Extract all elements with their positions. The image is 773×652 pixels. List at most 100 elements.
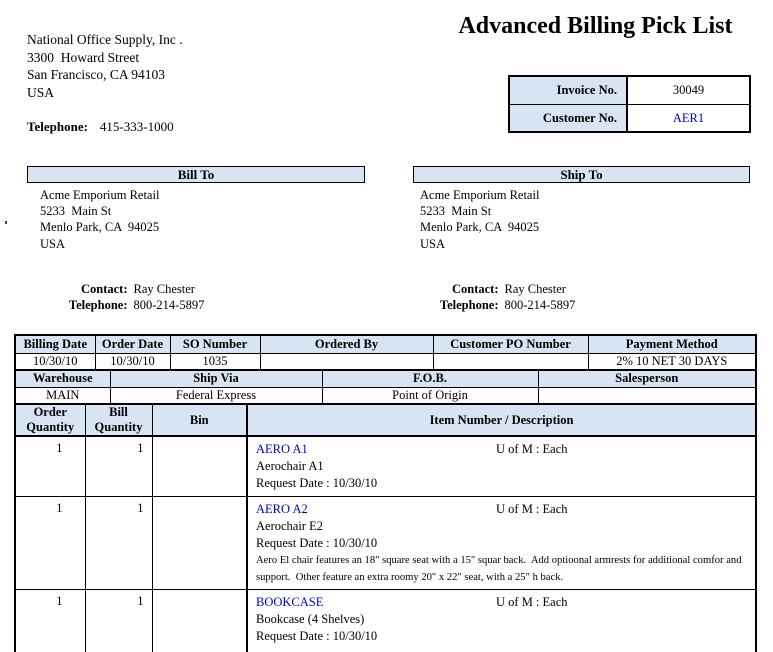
- invoice-no-value: 30049: [672, 83, 705, 97]
- fob-header: F.O.B.: [321, 369, 539, 388]
- table-row: Billing Date Order Date SO Number Ordere…: [16, 336, 755, 354]
- ship-via-header: Ship Via: [109, 369, 323, 388]
- table-row: Order Quantity Bill Quantity Bin Item Nu…: [16, 403, 755, 437]
- bill-to-company: Acme Emporium Retail: [40, 188, 160, 202]
- table-row: MAIN Federal Express Point of Origin: [16, 386, 755, 403]
- warehouse-value: MAIN: [16, 386, 111, 403]
- ship-to-address: Acme Emporium Retail 5233 Main St Menlo …: [420, 187, 539, 252]
- ship-to-header: Ship To: [413, 166, 750, 183]
- bill-to-telephone-row: Telephone: 800-214-5897: [27, 283, 204, 328]
- telephone-label: Telephone:: [68, 298, 128, 312]
- invoice-no-label: Invoice No.: [510, 77, 628, 104]
- bill-to-address-line: 5233 Main St: [40, 204, 112, 219]
- bin-header: Bin: [151, 403, 248, 437]
- customer-po-header: Customer PO Number: [432, 336, 589, 354]
- bill-qty-cell: 1: [84, 435, 153, 497]
- bin-cell: [151, 495, 248, 590]
- item-line1: AERO A2 U of M : Each: [256, 501, 749, 518]
- so-number-value: 1035: [169, 352, 261, 369]
- ordered-by-value: [259, 352, 434, 369]
- order-qty-cell: 1: [16, 435, 86, 497]
- bill-to-header: Bill To: [27, 166, 365, 183]
- ship-to-address-line: USA: [420, 236, 446, 251]
- contact-value: Ray Chester: [133, 282, 195, 296]
- fob-value: Point of Origin: [321, 386, 539, 403]
- company-address-line: 3300 Howard Street: [27, 49, 140, 65]
- table-row: 10/30/10 10/30/10 1035 2% 10 NET 30 DAYS: [16, 352, 755, 369]
- order-date-header: Order Date: [94, 336, 171, 354]
- ship-to-address-line: Menlo Park, CA 94025: [420, 220, 540, 235]
- telephone-value: 415-333-1000: [99, 119, 174, 134]
- telephone-value: 800-214-5897: [133, 298, 205, 312]
- invoice-no-row: Invoice No. 30049: [510, 77, 749, 104]
- customer-no-row: Customer No. AER1: [510, 104, 749, 131]
- unit-of-measure: U of M : Each: [496, 442, 568, 456]
- bill-qty-cell: 1: [84, 588, 153, 652]
- stray-mark: [5, 221, 7, 224]
- customer-no-label: Customer No.: [510, 105, 628, 131]
- customer-po-value: [432, 352, 589, 369]
- ship-to-telephone-row: Telephone: 800-214-5897: [413, 283, 575, 328]
- order-qty-cell: 1: [16, 495, 86, 590]
- company-address-block: National Office Supply, Inc . 3300 Howar…: [27, 31, 183, 101]
- ship-to-company: Acme Emporium Retail: [420, 188, 540, 202]
- order-qty-cell: 1: [16, 588, 86, 652]
- telephone-value: 800-214-5897: [504, 298, 576, 312]
- contact-value: Ray Chester: [504, 282, 566, 296]
- item-number-link[interactable]: AERO A2: [256, 501, 308, 516]
- billing-date-header: Billing Date: [16, 336, 96, 354]
- telephone-label: Telephone:: [27, 119, 88, 134]
- ordered-by-header: Ordered By: [259, 336, 434, 354]
- payment-method-value: 2% 10 NET 30 DAYS: [587, 352, 755, 369]
- bin-cell: [151, 588, 248, 652]
- line-items-table: Order Quantity Bill Quantity Bin Item Nu…: [16, 403, 755, 652]
- company-address-line: USA: [27, 84, 55, 100]
- table-row: 1 1 AERO A1 U of M : Each Aerochair A1 Re…: [16, 435, 755, 497]
- item-request-date: Request Date : 10/30/10: [256, 476, 378, 490]
- item-description-cell: AERO A1 U of M : Each Aerochair A1 Reques…: [246, 435, 755, 497]
- item-number-link[interactable]: AERO A1: [256, 442, 308, 456]
- ship-via-value: Federal Express: [109, 386, 323, 403]
- item-description-header: Item Number / Description: [246, 403, 755, 437]
- table-row: 1 1 AERO A2 U of M : Each Aerochair E2 Re…: [16, 495, 755, 590]
- item-request-date: Request Date : 10/30/10: [256, 535, 378, 550]
- contact-label: Contact:: [80, 282, 128, 296]
- order-detail-table: Billing Date Order Date SO Number Ordere…: [14, 334, 757, 652]
- billing-date-value: 10/30/10: [16, 352, 96, 369]
- company-address-line: San Francisco, CA 94103: [27, 67, 165, 82]
- company-name: National Office Supply, Inc .: [27, 32, 183, 47]
- item-line1: BOOKCASE U of M : Each: [256, 594, 749, 611]
- bin-cell: [151, 435, 248, 497]
- unit-of-measure: U of M : Each: [496, 594, 568, 609]
- payment-method-header: Payment Method: [587, 336, 755, 354]
- salesperson-header: Salesperson: [537, 369, 755, 388]
- customer-no-link[interactable]: AER1: [672, 110, 705, 125]
- warehouse-header: Warehouse: [16, 369, 111, 388]
- so-number-header: SO Number: [169, 336, 261, 354]
- item-long-description: Aero El chair features an 18" square sea…: [256, 554, 745, 583]
- item-description-cell: AERO A2 U of M : Each Aerochair E2 Reques…: [246, 495, 755, 590]
- item-name: Aerochair A1: [256, 459, 324, 473]
- ship-to-address-line: 5233 Main St: [420, 204, 492, 219]
- item-line1: AERO A1 U of M : Each: [256, 441, 749, 458]
- bill-qty-cell: 1: [84, 495, 153, 590]
- company-telephone: Telephone: 415-333-1000: [27, 119, 174, 135]
- bill-to-contact-row: Contact: Ray Chester: [27, 267, 195, 312]
- salesperson-value: [537, 386, 755, 403]
- bill-to-address: Acme Emporium Retail 5233 Main St Menlo …: [40, 187, 159, 252]
- table-row: 1 1 BOOKCASE U of M : Each Bookcase (4 Sh…: [16, 588, 755, 652]
- ship-to-contact-row: Contact: Ray Chester: [413, 267, 566, 312]
- contact-label: Contact:: [451, 282, 499, 296]
- order-quantity-header: Order Quantity: [16, 403, 86, 437]
- table-row: Warehouse Ship Via F.O.B. Salesperson: [16, 369, 755, 388]
- unit-of-measure: U of M : Each: [496, 501, 568, 516]
- shipping-header-table: Warehouse Ship Via F.O.B. Salesperson MA…: [16, 369, 755, 403]
- item-name: Bookcase (4 Shelves): [256, 611, 365, 626]
- page-title: Advanced Billing Pick List: [458, 13, 733, 39]
- item-description-cell: BOOKCASE U of M : Each Bookcase (4 Shelve…: [246, 588, 755, 652]
- item-number-link[interactable]: BOOKCASE: [256, 594, 324, 609]
- bill-quantity-header: Bill Quantity: [84, 403, 153, 437]
- bill-to-address-line: USA: [40, 236, 66, 251]
- item-request-date: Request Date : 10/30/10: [256, 628, 378, 643]
